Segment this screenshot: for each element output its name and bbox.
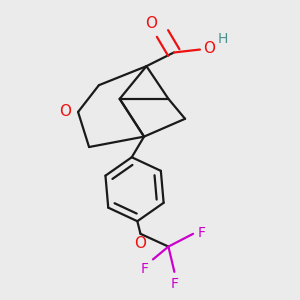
Text: H: H — [218, 32, 228, 46]
Text: O: O — [134, 236, 146, 251]
Text: F: F — [171, 277, 179, 291]
Text: O: O — [203, 40, 215, 56]
Text: F: F — [140, 262, 148, 276]
Text: O: O — [145, 16, 157, 31]
Text: F: F — [198, 226, 206, 240]
Text: O: O — [59, 104, 71, 119]
